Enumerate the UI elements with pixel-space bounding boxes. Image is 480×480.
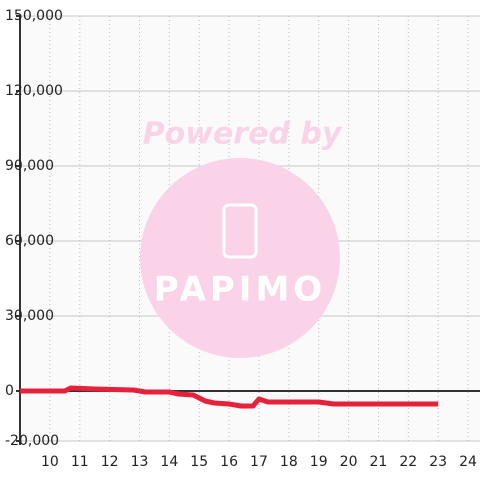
x-tick-label: 21 [370, 454, 388, 470]
y-tick-label: 90,000 [5, 158, 54, 174]
x-tick-label: 23 [429, 454, 447, 470]
x-tick-label: 13 [131, 454, 149, 470]
x-tick-label: 18 [280, 454, 298, 470]
x-tick-label: 12 [101, 454, 119, 470]
data-line [20, 385, 439, 409]
x-tick-label: 24 [459, 454, 477, 470]
y-tick-label: 150,000 [5, 8, 63, 24]
marks [20, 385, 439, 409]
x-tick-label: 11 [71, 454, 89, 470]
x-tick-label: 20 [340, 454, 358, 470]
x-tick-label: 19 [310, 454, 328, 470]
x-tick-label: 14 [160, 454, 178, 470]
x-tick-label: 22 [399, 454, 417, 470]
y-tick-label: 120,000 [5, 83, 63, 99]
watermark-logo-text: PAPIMO [154, 270, 326, 310]
watermark-text: Powered by [143, 117, 343, 152]
y-tick-label: -20,000 [5, 433, 59, 449]
watermark-phone [222, 203, 258, 259]
y-tick-label: 0 [5, 383, 14, 399]
x-tick-label: 10 [41, 454, 59, 470]
y-tick-label: 30,000 [5, 308, 54, 324]
x-tick-label: 17 [250, 454, 268, 470]
x-tick-label: 15 [190, 454, 208, 470]
x-tick-label: 16 [220, 454, 238, 470]
y-tick-label: 60,000 [5, 233, 54, 249]
